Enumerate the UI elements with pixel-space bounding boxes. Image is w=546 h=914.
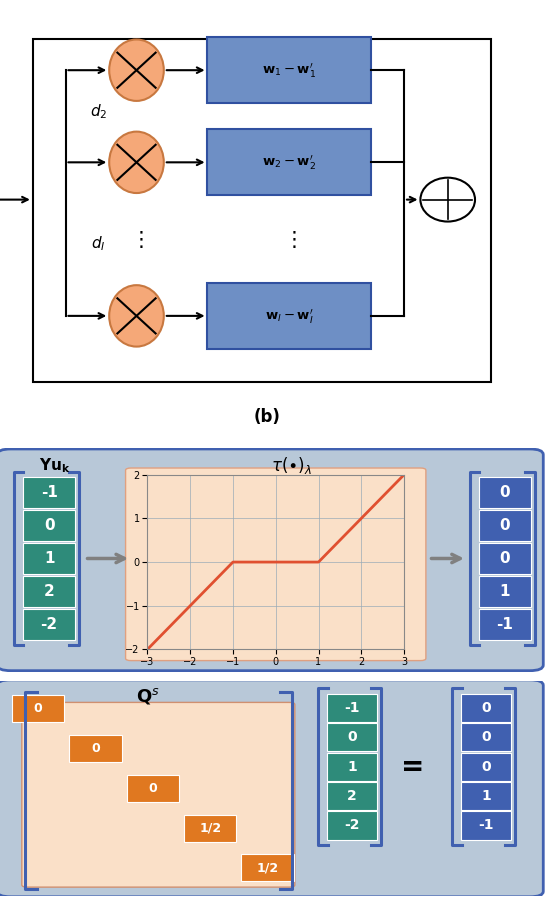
- Text: 1/2: 1/2: [199, 822, 221, 834]
- Text: -2: -2: [40, 617, 58, 632]
- Text: $\tau(\bullet)_\lambda$: $\tau(\bullet)_\lambda$: [271, 455, 313, 476]
- FancyBboxPatch shape: [126, 468, 426, 661]
- FancyBboxPatch shape: [461, 812, 511, 840]
- FancyBboxPatch shape: [479, 609, 531, 640]
- Circle shape: [420, 177, 475, 221]
- FancyBboxPatch shape: [0, 680, 543, 897]
- Text: 1: 1: [347, 760, 357, 773]
- Text: -1: -1: [497, 617, 513, 632]
- FancyBboxPatch shape: [22, 702, 295, 887]
- Text: $\vdots$: $\vdots$: [130, 228, 143, 250]
- Text: $\mathbf{w}_I - \mathbf{w}_I^{\prime}$: $\mathbf{w}_I - \mathbf{w}_I^{\prime}$: [265, 307, 313, 324]
- Text: $\mathbf{w}_2 - \mathbf{w}_2^{\prime}$: $\mathbf{w}_2 - \mathbf{w}_2^{\prime}$: [262, 154, 317, 171]
- FancyBboxPatch shape: [479, 576, 531, 607]
- FancyBboxPatch shape: [328, 723, 377, 751]
- FancyBboxPatch shape: [23, 543, 75, 574]
- Text: 0: 0: [500, 485, 511, 500]
- Text: $\vdots$: $\vdots$: [283, 228, 296, 250]
- FancyBboxPatch shape: [33, 39, 491, 382]
- Text: 0: 0: [481, 730, 491, 744]
- FancyBboxPatch shape: [479, 477, 531, 508]
- FancyBboxPatch shape: [479, 543, 531, 574]
- Text: 1: 1: [44, 551, 55, 566]
- Text: 0: 0: [149, 781, 157, 795]
- FancyBboxPatch shape: [479, 510, 531, 541]
- Text: 1: 1: [481, 789, 491, 803]
- Ellipse shape: [109, 285, 164, 346]
- Text: (b): (b): [254, 408, 281, 426]
- Text: 2: 2: [347, 789, 357, 803]
- Text: 0: 0: [481, 760, 491, 773]
- Text: 0: 0: [347, 730, 357, 744]
- FancyBboxPatch shape: [241, 855, 294, 881]
- Text: -1: -1: [478, 818, 494, 833]
- Text: $d_2$: $d_2$: [90, 102, 107, 122]
- Text: 0: 0: [91, 742, 100, 755]
- Text: 0: 0: [481, 701, 491, 715]
- FancyBboxPatch shape: [69, 735, 122, 762]
- Text: $d_I$: $d_I$: [91, 234, 105, 253]
- FancyBboxPatch shape: [328, 694, 377, 722]
- Text: 0: 0: [44, 518, 55, 533]
- FancyBboxPatch shape: [12, 696, 64, 722]
- FancyBboxPatch shape: [461, 694, 511, 722]
- Text: 1/2: 1/2: [257, 861, 278, 875]
- Text: 2: 2: [44, 584, 55, 599]
- Text: 1: 1: [500, 584, 511, 599]
- FancyBboxPatch shape: [461, 723, 511, 751]
- Text: -1: -1: [345, 701, 360, 715]
- FancyBboxPatch shape: [23, 477, 75, 508]
- FancyBboxPatch shape: [0, 449, 543, 671]
- Text: 0: 0: [34, 702, 43, 716]
- Text: $\mathbf{Yu_k}$: $\mathbf{Yu_k}$: [39, 456, 70, 475]
- Text: $\mathbf{w}_1 - \mathbf{w}_1^{\prime}$: $\mathbf{w}_1 - \mathbf{w}_1^{\prime}$: [262, 61, 317, 80]
- FancyBboxPatch shape: [328, 812, 377, 840]
- FancyBboxPatch shape: [207, 37, 371, 103]
- FancyBboxPatch shape: [23, 510, 75, 541]
- FancyBboxPatch shape: [184, 814, 236, 842]
- Ellipse shape: [109, 39, 164, 101]
- FancyBboxPatch shape: [207, 283, 371, 349]
- Text: -2: -2: [345, 818, 360, 833]
- Text: $\mathbf{Q}^s$: $\mathbf{Q}^s$: [135, 686, 159, 706]
- FancyBboxPatch shape: [328, 782, 377, 810]
- FancyBboxPatch shape: [461, 782, 511, 810]
- FancyBboxPatch shape: [23, 576, 75, 607]
- Text: -1: -1: [41, 485, 57, 500]
- FancyBboxPatch shape: [207, 130, 371, 196]
- Text: 0: 0: [500, 518, 511, 533]
- FancyBboxPatch shape: [328, 752, 377, 781]
- FancyBboxPatch shape: [127, 775, 179, 802]
- Text: =: =: [401, 752, 424, 781]
- FancyBboxPatch shape: [461, 752, 511, 781]
- Text: 0: 0: [500, 551, 511, 566]
- Ellipse shape: [109, 132, 164, 193]
- FancyBboxPatch shape: [23, 609, 75, 640]
